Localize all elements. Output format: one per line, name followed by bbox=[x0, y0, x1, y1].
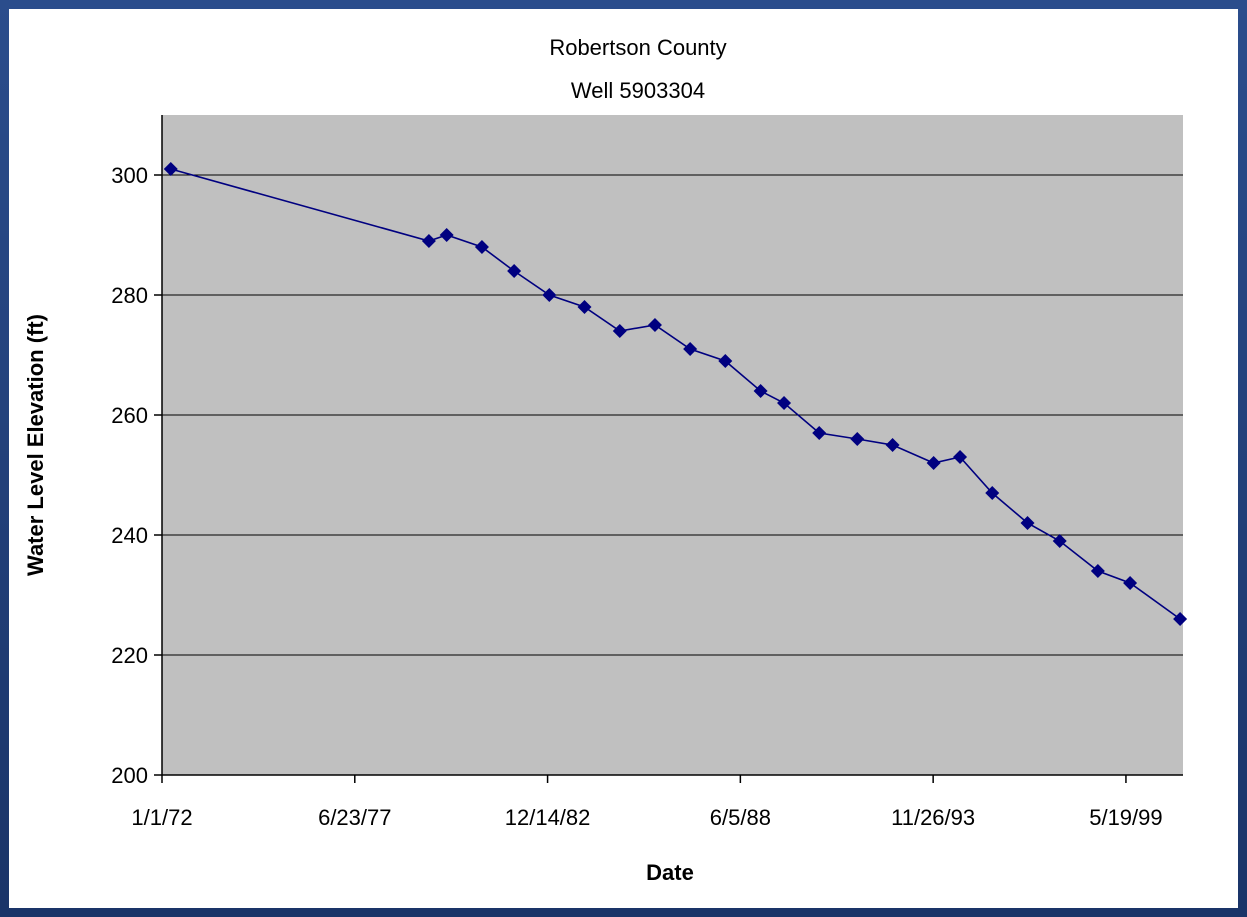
data-point bbox=[812, 426, 827, 440]
data-point bbox=[1090, 564, 1105, 578]
data-point bbox=[1173, 612, 1188, 626]
data-point bbox=[612, 324, 627, 338]
data-point bbox=[885, 438, 900, 452]
data-point bbox=[1020, 516, 1035, 530]
data-point bbox=[753, 384, 768, 398]
data-point bbox=[953, 450, 968, 464]
x-axis-ticks: 1/1/72 6/23/77 12/14/82 6/5/88 11/26/93 5/19/… bbox=[131, 775, 1163, 830]
data-point bbox=[542, 288, 557, 302]
y-axis-label: Water Level Elevation (ft) bbox=[23, 314, 48, 576]
series-water-level bbox=[163, 162, 1188, 626]
data-point bbox=[421, 234, 436, 248]
data-point bbox=[926, 456, 941, 470]
x-tick-label: 1/1/72 bbox=[131, 805, 192, 830]
data-point bbox=[1052, 534, 1067, 548]
data-point bbox=[1123, 576, 1138, 590]
series-line bbox=[170, 168, 1181, 620]
y-tick-label: 260 bbox=[111, 403, 148, 428]
x-tick-label: 11/26/93 bbox=[891, 805, 975, 830]
data-point bbox=[985, 486, 1000, 500]
x-tick-label: 6/5/88 bbox=[710, 805, 771, 830]
data-point bbox=[647, 318, 662, 332]
x-tick-label: 12/14/82 bbox=[505, 805, 591, 830]
data-point bbox=[683, 342, 698, 356]
chart-subtitle: Well 5903304 bbox=[571, 78, 705, 103]
y-tick-label: 240 bbox=[111, 523, 148, 548]
y-tick-label: 280 bbox=[111, 283, 148, 308]
data-point bbox=[507, 264, 522, 278]
data-point bbox=[777, 396, 792, 410]
x-axis-label: Date bbox=[646, 860, 694, 885]
x-tick-label: 5/19/99 bbox=[1089, 805, 1162, 830]
data-point bbox=[718, 354, 733, 368]
y-tick-label: 300 bbox=[111, 163, 148, 188]
x-tick-label: 6/23/77 bbox=[318, 805, 391, 830]
data-point bbox=[163, 162, 178, 176]
y-axis-ticks: 200 220 240 260 280 300 bbox=[111, 163, 162, 788]
y-tick-label: 220 bbox=[111, 643, 148, 668]
data-point bbox=[439, 228, 454, 242]
axes bbox=[161, 115, 1183, 776]
plot-area bbox=[162, 115, 1183, 775]
gridlines bbox=[162, 174, 1183, 656]
y-tick-label: 200 bbox=[111, 763, 148, 788]
chart-title: Robertson County bbox=[549, 35, 726, 60]
data-point bbox=[577, 300, 592, 314]
data-point bbox=[850, 432, 865, 446]
data-point bbox=[474, 240, 489, 254]
